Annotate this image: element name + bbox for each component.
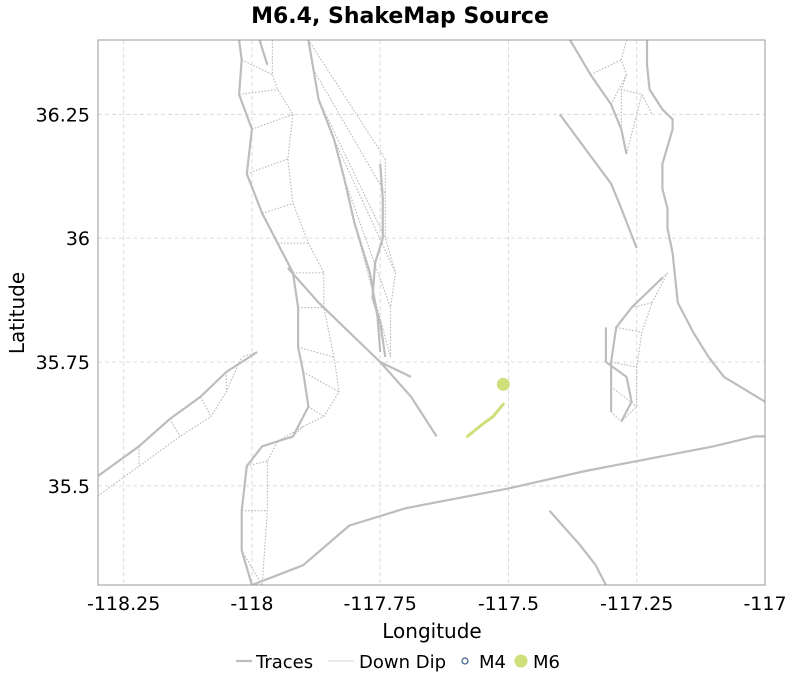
down-dip-rung (610, 74, 627, 105)
y-tick-label: 36.25 (36, 104, 90, 126)
down-dip-rung (610, 411, 622, 422)
x-axis-label: Longitude (382, 619, 481, 643)
m6-rupture-trace (465, 402, 505, 438)
y-tick-label: 35.5 (48, 476, 90, 498)
down-dip-rung (610, 386, 638, 408)
down-dip-rung (631, 302, 653, 309)
plot-frame (97, 39, 766, 586)
x-tick-label: -117 (743, 593, 786, 615)
legend-down-dip-label: Down Dip (359, 652, 446, 673)
legend-traces-label: Traces (255, 652, 313, 673)
fault-trace (548, 509, 607, 585)
down-dip-rung (292, 426, 304, 437)
y-tick-label: 36 (66, 228, 90, 250)
y-axis-label: Latitude (5, 272, 29, 354)
x-tick-label: -117.5 (478, 593, 539, 615)
down-dip-edge (384, 158, 397, 358)
down-dip-rung (610, 361, 637, 368)
fault-traces (98, 40, 765, 585)
down-dip-rung (241, 59, 273, 76)
down-dip-rung (246, 158, 289, 175)
m6-epicenter (496, 377, 510, 391)
down-dip-rung (343, 178, 391, 308)
legend-m6-label: M6 (533, 652, 560, 673)
down-dip-lines (98, 40, 668, 585)
down-dip-rung (169, 418, 181, 437)
x-tick-label: -117.75 (344, 593, 417, 615)
down-dip-rung (625, 94, 643, 155)
down-dip-rung (241, 351, 258, 358)
chart-title: M6.4, ShakeMap Source (251, 4, 549, 29)
down-dip-rung (307, 40, 386, 160)
fault-trace (558, 113, 638, 249)
down-dip-rung (239, 88, 278, 96)
fault-trace (609, 277, 664, 412)
down-dip-rung (590, 59, 622, 76)
fault-trace (645, 40, 765, 403)
down-dip-rung (302, 371, 340, 393)
fault-trace (258, 40, 269, 66)
x-tick-label: -118 (230, 593, 273, 615)
y-tick-label: 35.75 (36, 352, 90, 374)
down-dip-edge (98, 356, 243, 497)
y-tick-labels: 35.5 35.75 36 36.25 (36, 104, 90, 498)
fault-trace (238, 40, 310, 585)
down-dip-rung (262, 202, 294, 214)
down-dip-rung (662, 272, 668, 279)
legend: Traces Down Dip M4 M6 (236, 652, 560, 673)
x-tick-labels: -118.25 -118 -117.75 -117.5 -117.25 -117 (87, 593, 787, 615)
down-dip-rung (251, 113, 294, 130)
legend-m4-label: M4 (479, 652, 506, 673)
fault-trace (371, 163, 387, 358)
fault-trace (98, 351, 258, 477)
down-dip-rung (318, 99, 386, 239)
down-dip-rung (616, 326, 642, 333)
down-dip-rung (241, 550, 263, 585)
down-dip-rung (333, 138, 397, 274)
fault-trace (569, 40, 628, 155)
down-dip-rung (313, 69, 386, 194)
down-dip-edge (620, 40, 653, 115)
x-tick-label: -117.25 (600, 593, 673, 615)
m6-source (465, 377, 510, 438)
down-dip-rung (246, 460, 268, 467)
down-dip-rung (297, 346, 335, 358)
fault-trace (286, 267, 438, 437)
down-dip-rung (308, 406, 325, 418)
down-dip-edge (261, 40, 340, 585)
fault-trace (251, 435, 765, 585)
down-dip-rung (200, 396, 212, 417)
fault-trace (307, 40, 382, 353)
grid-lines (98, 40, 766, 585)
fault-trace (379, 361, 412, 378)
legend-m6-marker (514, 654, 528, 668)
x-tick-label: -118.25 (87, 593, 160, 615)
fault-trace (604, 327, 633, 423)
legend-m4-marker (461, 657, 469, 665)
